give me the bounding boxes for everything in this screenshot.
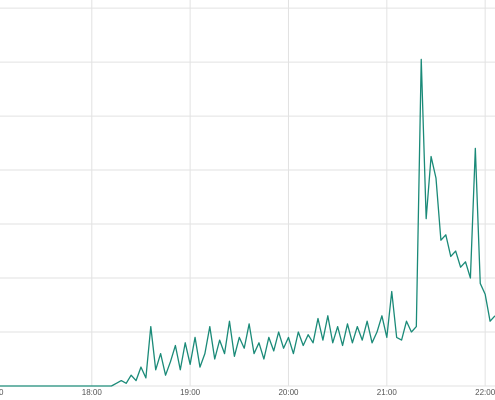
line: [0, 58, 495, 387]
x-tick-label: 18:00: [82, 388, 103, 397]
x-tick-label: 17:00: [0, 388, 4, 397]
x-tick-label: 22:00: [475, 388, 495, 397]
x-tick-label: 19:00: [180, 388, 201, 397]
x-tick-label: 20:00: [278, 388, 299, 397]
x-tick-label: 21:00: [377, 388, 398, 397]
